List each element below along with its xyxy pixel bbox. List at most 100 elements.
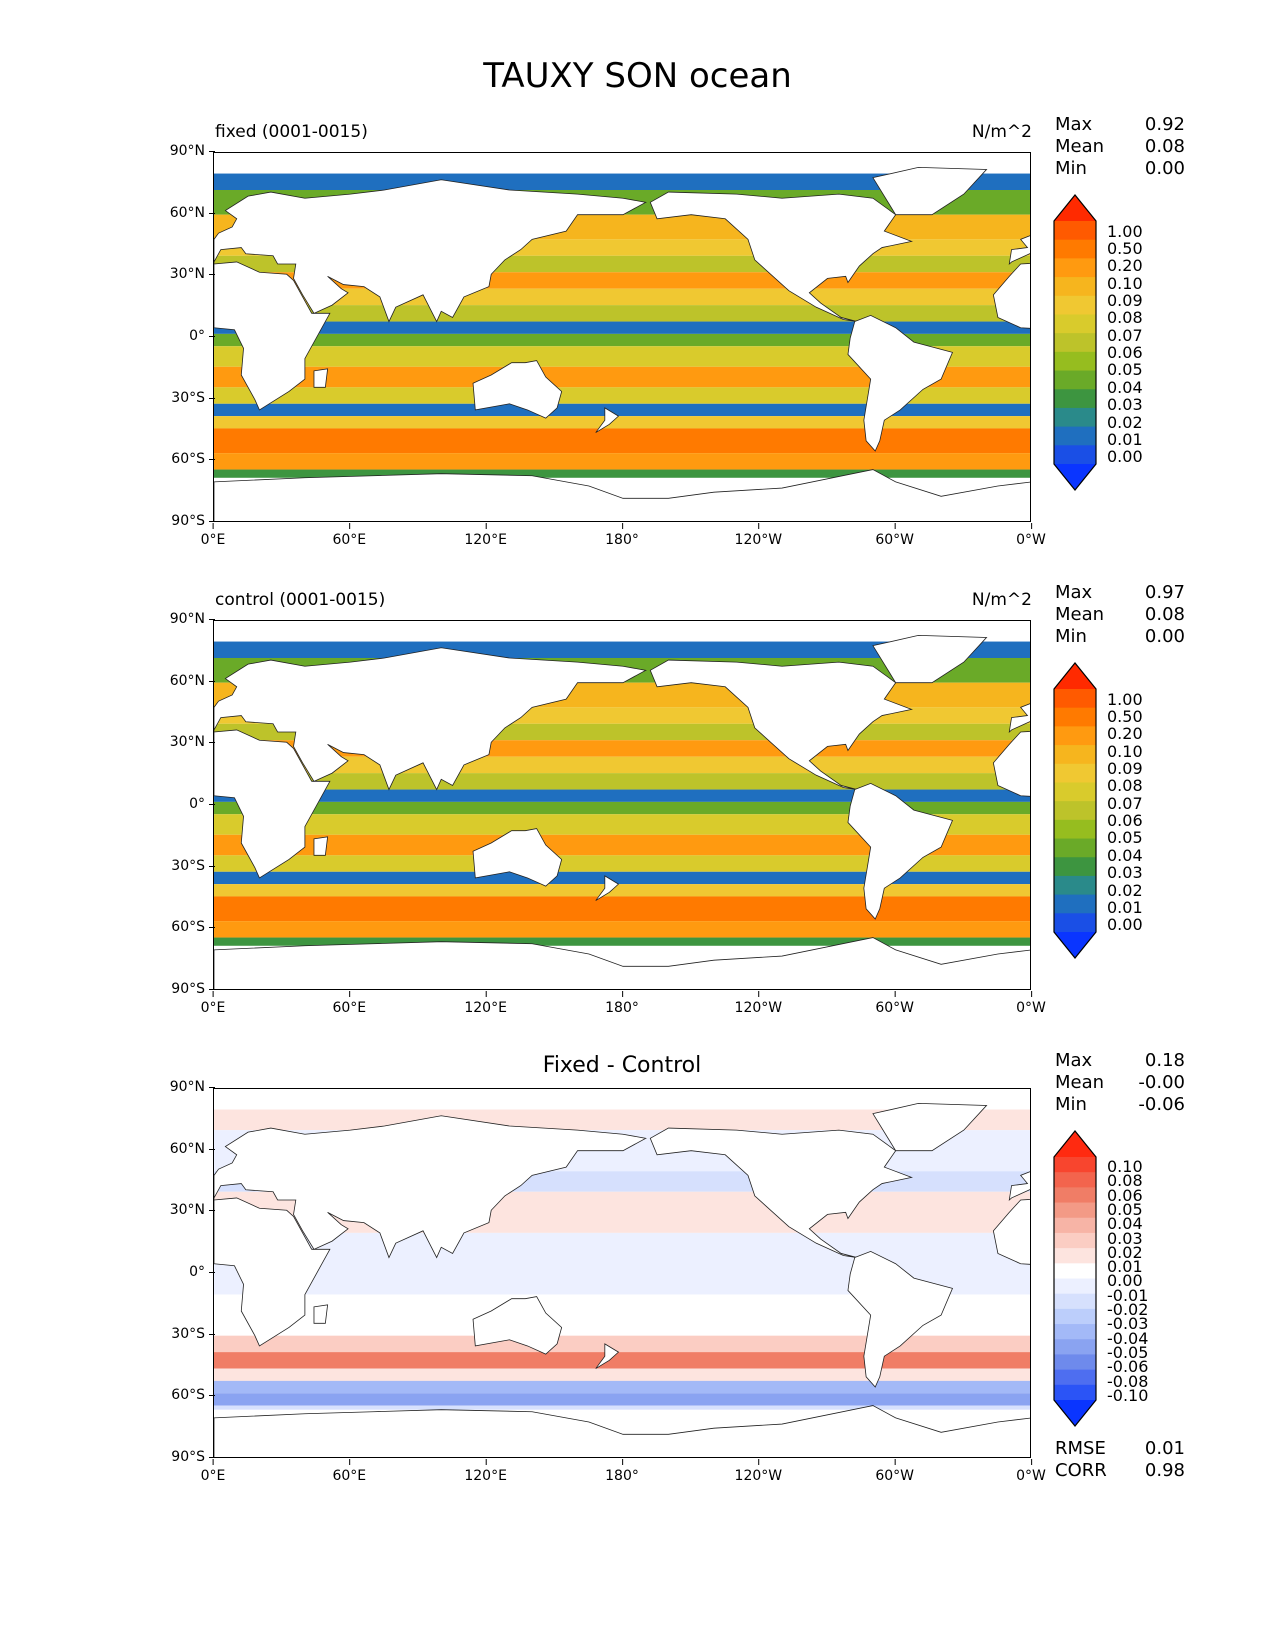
colorbar-tick-label: -0.04 — [1107, 1328, 1149, 1348]
ocean-field-band — [214, 321, 1030, 334]
stat-value: 0.18 — [1144, 1050, 1185, 1071]
colorbar-segment — [1054, 838, 1096, 858]
ocean-field-band — [214, 773, 1030, 790]
colorbar-tick-label: 0.07 — [1107, 793, 1143, 813]
colorbar-segment — [1054, 1369, 1096, 1386]
colorbar-tick-label: -0.08 — [1107, 1371, 1149, 1391]
ocean-field-band — [214, 1352, 1030, 1369]
landmass-eurasia-wrap — [1008, 235, 1030, 266]
lon-tick-label: 0°W — [1016, 1459, 1046, 1484]
lon-tick-label: 0°E — [200, 991, 226, 1016]
colorbar-tick-label: 0.06 — [1107, 343, 1143, 363]
ocean-field-band — [214, 937, 1030, 946]
colorbar-segment — [1054, 333, 1096, 353]
stat-label: Mean — [1055, 604, 1105, 625]
colorbar-tick-label: -0.02 — [1107, 1300, 1149, 1320]
colorbar-segment — [1054, 913, 1096, 933]
colorbar-segment — [1054, 857, 1096, 877]
ocean-field-band — [214, 416, 1030, 429]
landmass-australia — [472, 1296, 563, 1355]
lat-tick-label: 90°N — [169, 1079, 216, 1095]
lat-tick-label: 0° — [189, 328, 215, 344]
map-plot — [213, 620, 1031, 990]
lat-tick-label: 60°S — [171, 919, 215, 936]
lon-tick-label: 120°W — [734, 991, 783, 1016]
lat-tick-label: 0° — [189, 1264, 215, 1280]
lon-tick-label: 0°E — [200, 523, 226, 548]
ocean-field-band — [214, 1335, 1030, 1353]
lon-tick-label: 120°E — [464, 1459, 507, 1484]
ocean-field-band — [214, 884, 1030, 897]
ocean-field-band — [214, 855, 1030, 872]
colorbar-tick-label: 1.00 — [1107, 689, 1143, 709]
colorbar-segment — [1054, 1308, 1096, 1325]
colorbar-segment — [1054, 445, 1096, 465]
colorbar-tick-label: 0.01 — [1107, 1257, 1143, 1277]
colorbar-tick-label: 0.07 — [1107, 325, 1143, 345]
stat-value: -0.00 — [1138, 1072, 1185, 1093]
ocean-field-band — [214, 333, 1030, 347]
ocean-field-band — [214, 387, 1030, 404]
colorbar-tick-label: 0.08 — [1107, 1171, 1143, 1191]
metric-value: 0.98 — [1144, 1460, 1185, 1481]
colorbar-outline — [1053, 194, 1097, 491]
stat-value: 0.08 — [1144, 604, 1185, 625]
stat-value: 0.92 — [1144, 114, 1185, 135]
colorbar-tick-label: 0.02 — [1107, 880, 1143, 900]
landmass-samerica — [847, 314, 954, 452]
colorbar-tick-label: 0.03 — [1107, 395, 1143, 415]
map-plot — [213, 1088, 1031, 1458]
panel-difference: Fixed - Control Max 0.18 Mean -0.00 Min -0.… — [0, 1050, 1275, 1538]
metric-label: RMSE — [1055, 1438, 1106, 1459]
stats-box: Max 0.92 Mean 0.08 Min 0.00 — [1055, 114, 1185, 180]
colorbar-segment — [1054, 407, 1096, 428]
ocean-field-band — [214, 834, 1030, 856]
colorbar-tick-label: 0.20 — [1107, 256, 1143, 276]
colorbar-segment — [1054, 239, 1096, 259]
stats-box: Max 0.97 Mean 0.08 Min 0.00 — [1055, 582, 1185, 648]
metric-label: CORR — [1055, 1460, 1107, 1481]
colorbar-tick-label: -0.05 — [1107, 1342, 1149, 1362]
colorbar-segment — [1054, 1384, 1096, 1401]
lat-tick-label: 90°N — [169, 611, 216, 627]
colorbar-extend-min — [1054, 932, 1096, 958]
lon-tick-label: 60°E — [332, 991, 367, 1016]
colorbar-tick-label: 0.05 — [1107, 1200, 1143, 1220]
colorbar-tick-label: 0.08 — [1107, 308, 1143, 328]
ocean-field-band — [214, 1380, 1030, 1394]
colorbar-segment — [1054, 389, 1096, 409]
landmass-africa — [214, 1197, 331, 1347]
ocean-field-band — [214, 896, 1030, 922]
ocean-field-band — [214, 346, 1030, 367]
map-plot — [213, 152, 1031, 522]
colorbar-tick-label: 0.04 — [1107, 845, 1143, 865]
lat-tick-label: 30°N — [169, 734, 216, 751]
colorbar-tick-label: 0.03 — [1107, 1228, 1143, 1248]
landmass-namerica — [649, 659, 913, 790]
stat-label: Min — [1055, 626, 1087, 647]
colorbar-segment — [1054, 1187, 1096, 1204]
landmass-madagascar — [313, 1304, 329, 1324]
lat-tick-label: 30°N — [169, 266, 216, 283]
landmass-namerica — [649, 191, 913, 322]
stat-label: Max — [1055, 1050, 1093, 1071]
stat-label: Max — [1055, 582, 1093, 603]
colorbar-segment — [1054, 1217, 1096, 1234]
colorbar-extend-max — [1054, 1131, 1096, 1157]
colorbar-tick-label: -0.06 — [1107, 1357, 1149, 1377]
stat-value: 0.97 — [1144, 582, 1185, 603]
lat-tick-label: 60°S — [171, 1387, 215, 1404]
lat-tick-label: 30°S — [171, 857, 215, 874]
colorbar-tick-label: 0.03 — [1107, 863, 1143, 883]
colorbar-segment — [1054, 1324, 1096, 1340]
landmass-greenland — [872, 166, 988, 216]
landmass-newzealand — [595, 407, 620, 433]
colorbar-tick-label: -0.10 — [1107, 1385, 1149, 1405]
stat-value: 0.00 — [1144, 158, 1185, 179]
colorbar-tick-label: 0.10 — [1107, 1157, 1143, 1177]
colorbar-segment — [1054, 258, 1096, 278]
stat-label: Max — [1055, 114, 1093, 135]
colorbar-tick-label: 0.02 — [1107, 412, 1143, 432]
colorbar-segment — [1054, 875, 1096, 896]
colorbar-segment — [1054, 1172, 1096, 1188]
